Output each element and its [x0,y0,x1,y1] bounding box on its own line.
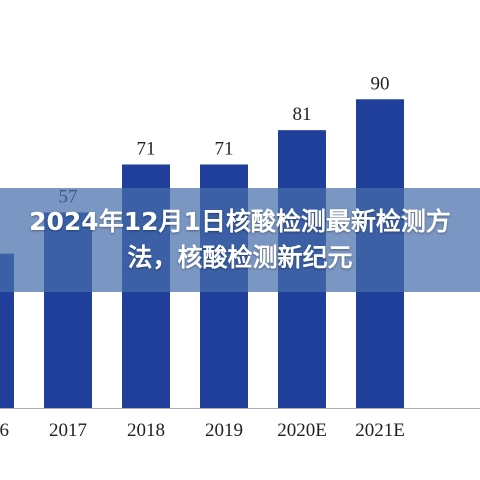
x-tick-label-2021E: 2021E [355,420,405,441]
data-label-2020E: 81 [293,104,312,125]
x-tick-label-2017: 2017 [49,420,87,441]
data-label-2021E: 90 [371,73,390,94]
bar-2016 [0,253,14,408]
x-tick-label-2020E: 2020E [277,420,327,441]
data-label-2019: 71 [215,138,234,159]
x-tick-labels-group: 2016 2017 2018 2019 2020E 2021E [0,420,405,441]
x-tick-label-2016: 2016 [0,420,9,441]
x-tick-label-2018: 2018 [127,420,165,441]
x-tick-label-2019: 2019 [205,420,243,441]
data-label-2018: 71 [137,138,156,159]
title-banner: 2024年12月1日核酸检测最新检测方法，核酸检测新纪元 [0,188,480,292]
page-title: 2024年12月1日核酸检测最新检测方法，核酸检测新纪元 [29,207,451,272]
